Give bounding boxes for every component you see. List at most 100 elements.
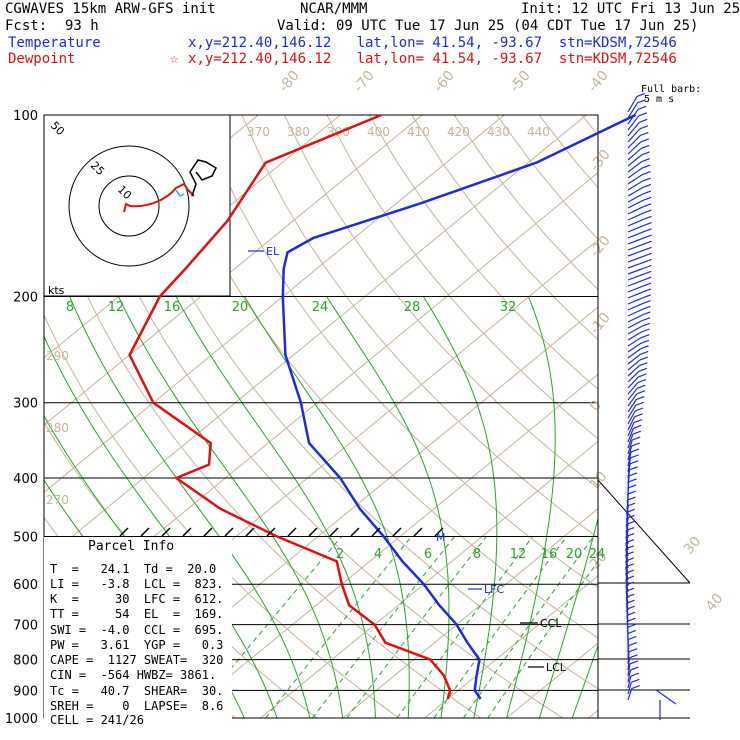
wind-barb-flag [628, 472, 638, 477]
wind-barb-flag [640, 339, 650, 344]
mixing-ratio-label: 8 [473, 547, 481, 562]
wind-barb-flag [630, 672, 640, 677]
wind-barb-flag [637, 384, 646, 389]
wind-barb [627, 387, 638, 401]
isotherm-label: 10 [587, 469, 611, 493]
pressure-tick-label: 1000 [5, 712, 38, 727]
theta-label: 420 [447, 125, 470, 139]
wind-barb [627, 134, 641, 149]
wind-barb [627, 682, 632, 695]
hatch-mark [350, 527, 360, 537]
wind-barb [627, 108, 639, 125]
wind-barb [625, 585, 629, 599]
wind-barb [627, 393, 638, 407]
wind-barb-flag [626, 599, 635, 604]
hatch-mark [161, 527, 171, 537]
wind-barb-flag [636, 92, 646, 97]
temperature-profile [281, 113, 637, 700]
wind-barb [655, 689, 677, 705]
wind-barb-flag [634, 407, 644, 412]
isotherm-label: -30 [587, 147, 614, 175]
wind-barb [627, 180, 643, 191]
isotherm-line [260, 440, 598, 718]
theta-label: 410 [407, 125, 430, 139]
mixing-ratio-label: 12 [108, 300, 125, 315]
pressure-tick-label: 200 [13, 291, 38, 306]
wind-barb [627, 645, 630, 659]
wind-barb [627, 325, 643, 335]
dry-adiabat [44, 176, 482, 718]
wind-barb [627, 193, 644, 203]
temperature-location: x,y=212.40,146.12 lat,lon= 41.54, -93.67… [188, 35, 677, 51]
wind-barb-flag [641, 317, 651, 322]
theta-label: 370 [247, 125, 270, 139]
fcst-value: 93 h [65, 18, 99, 34]
isotherm-line [44, 115, 587, 561]
wind-barb-flag [641, 151, 650, 156]
hodograph-trace-mid [175, 189, 185, 197]
chart-header: CGWAVES 15km ARW-GFS init NCAR/MMM Init:… [0, 0, 740, 105]
dewpoint-star-icon: ☆ [170, 51, 179, 67]
mixing-ratio-label: 20 [566, 547, 583, 562]
mixing-ratio-line [433, 536, 568, 718]
wind-barb [627, 376, 639, 389]
wind-barb-flag [625, 557, 634, 562]
parcel-row: T = 24.1 Td = 20.0 [50, 562, 217, 576]
wind-barb [627, 243, 644, 251]
hatch-mark [371, 527, 381, 537]
wind-barb-flag [630, 448, 640, 453]
barb-note-line1: Full barb: [641, 84, 702, 95]
wind-barb-flag [640, 334, 650, 339]
wind-barb-flag [627, 623, 636, 628]
wind-barb-flag [631, 678, 640, 683]
wind-barb-flag [627, 629, 637, 634]
panel-edge-line [597, 479, 691, 584]
isotherm-label: -70 [351, 68, 378, 96]
wind-barb [627, 206, 644, 215]
ccl-label: CCL [540, 617, 562, 630]
hatch-mark [245, 527, 255, 537]
hatch-mark [413, 527, 423, 537]
wind-barb-flag [640, 131, 649, 136]
parcel-row: CAPE = 1127 SWEAT= 320 [50, 653, 224, 667]
pressure-tick-label: 100 [13, 109, 38, 124]
wind-barb-flag [640, 138, 649, 143]
pressure-tick-label: 800 [13, 654, 38, 669]
moist-adiabat [326, 296, 450, 718]
mixing-ratio-label: 16 [164, 300, 181, 315]
hatch-mark [182, 527, 192, 537]
temperature-legend: Temperature [8, 35, 101, 51]
hatch-mark [140, 527, 150, 537]
mixing-ratio-label: 8 [66, 300, 74, 315]
wind-barb [627, 669, 631, 683]
mixing-ratio-label: 16 [541, 547, 558, 562]
wind-barb [627, 148, 642, 161]
isotherm-label: 40 [703, 591, 727, 615]
wind-barb [627, 445, 633, 461]
wind-barb-flag [643, 246, 652, 251]
parcel-row: LI = -3.8 LCL = 823. [50, 577, 224, 591]
wind-barb-flag [637, 378, 647, 384]
wind-barb [627, 291, 644, 299]
wind-barb [627, 439, 633, 455]
wind-barb-flag [626, 502, 636, 507]
wind-barb [627, 237, 644, 245]
wind-barb [627, 96, 638, 113]
wind-barb-flag [630, 454, 639, 459]
isotherm-label: -60 [431, 68, 458, 96]
wind-barb-flag [640, 144, 650, 150]
parcel-row: CELL = 241/26 [50, 713, 144, 727]
wind-barb [627, 337, 642, 347]
mixing-ratio-label: 28 [404, 300, 421, 315]
wind-barb-flag [628, 642, 637, 647]
dewpoint-profile [128, 113, 452, 700]
mixing-ratio-label: 20 [232, 300, 249, 315]
isotherm-line [342, 508, 598, 718]
mixing-ratio-label: 32 [500, 300, 517, 315]
wind-barb [627, 141, 642, 155]
wind-barb [627, 314, 643, 323]
wind-barb-flag [640, 345, 649, 350]
isotherm-label: -80 [276, 68, 303, 96]
wind-barb [625, 591, 629, 605]
hatch-mark [203, 527, 213, 537]
